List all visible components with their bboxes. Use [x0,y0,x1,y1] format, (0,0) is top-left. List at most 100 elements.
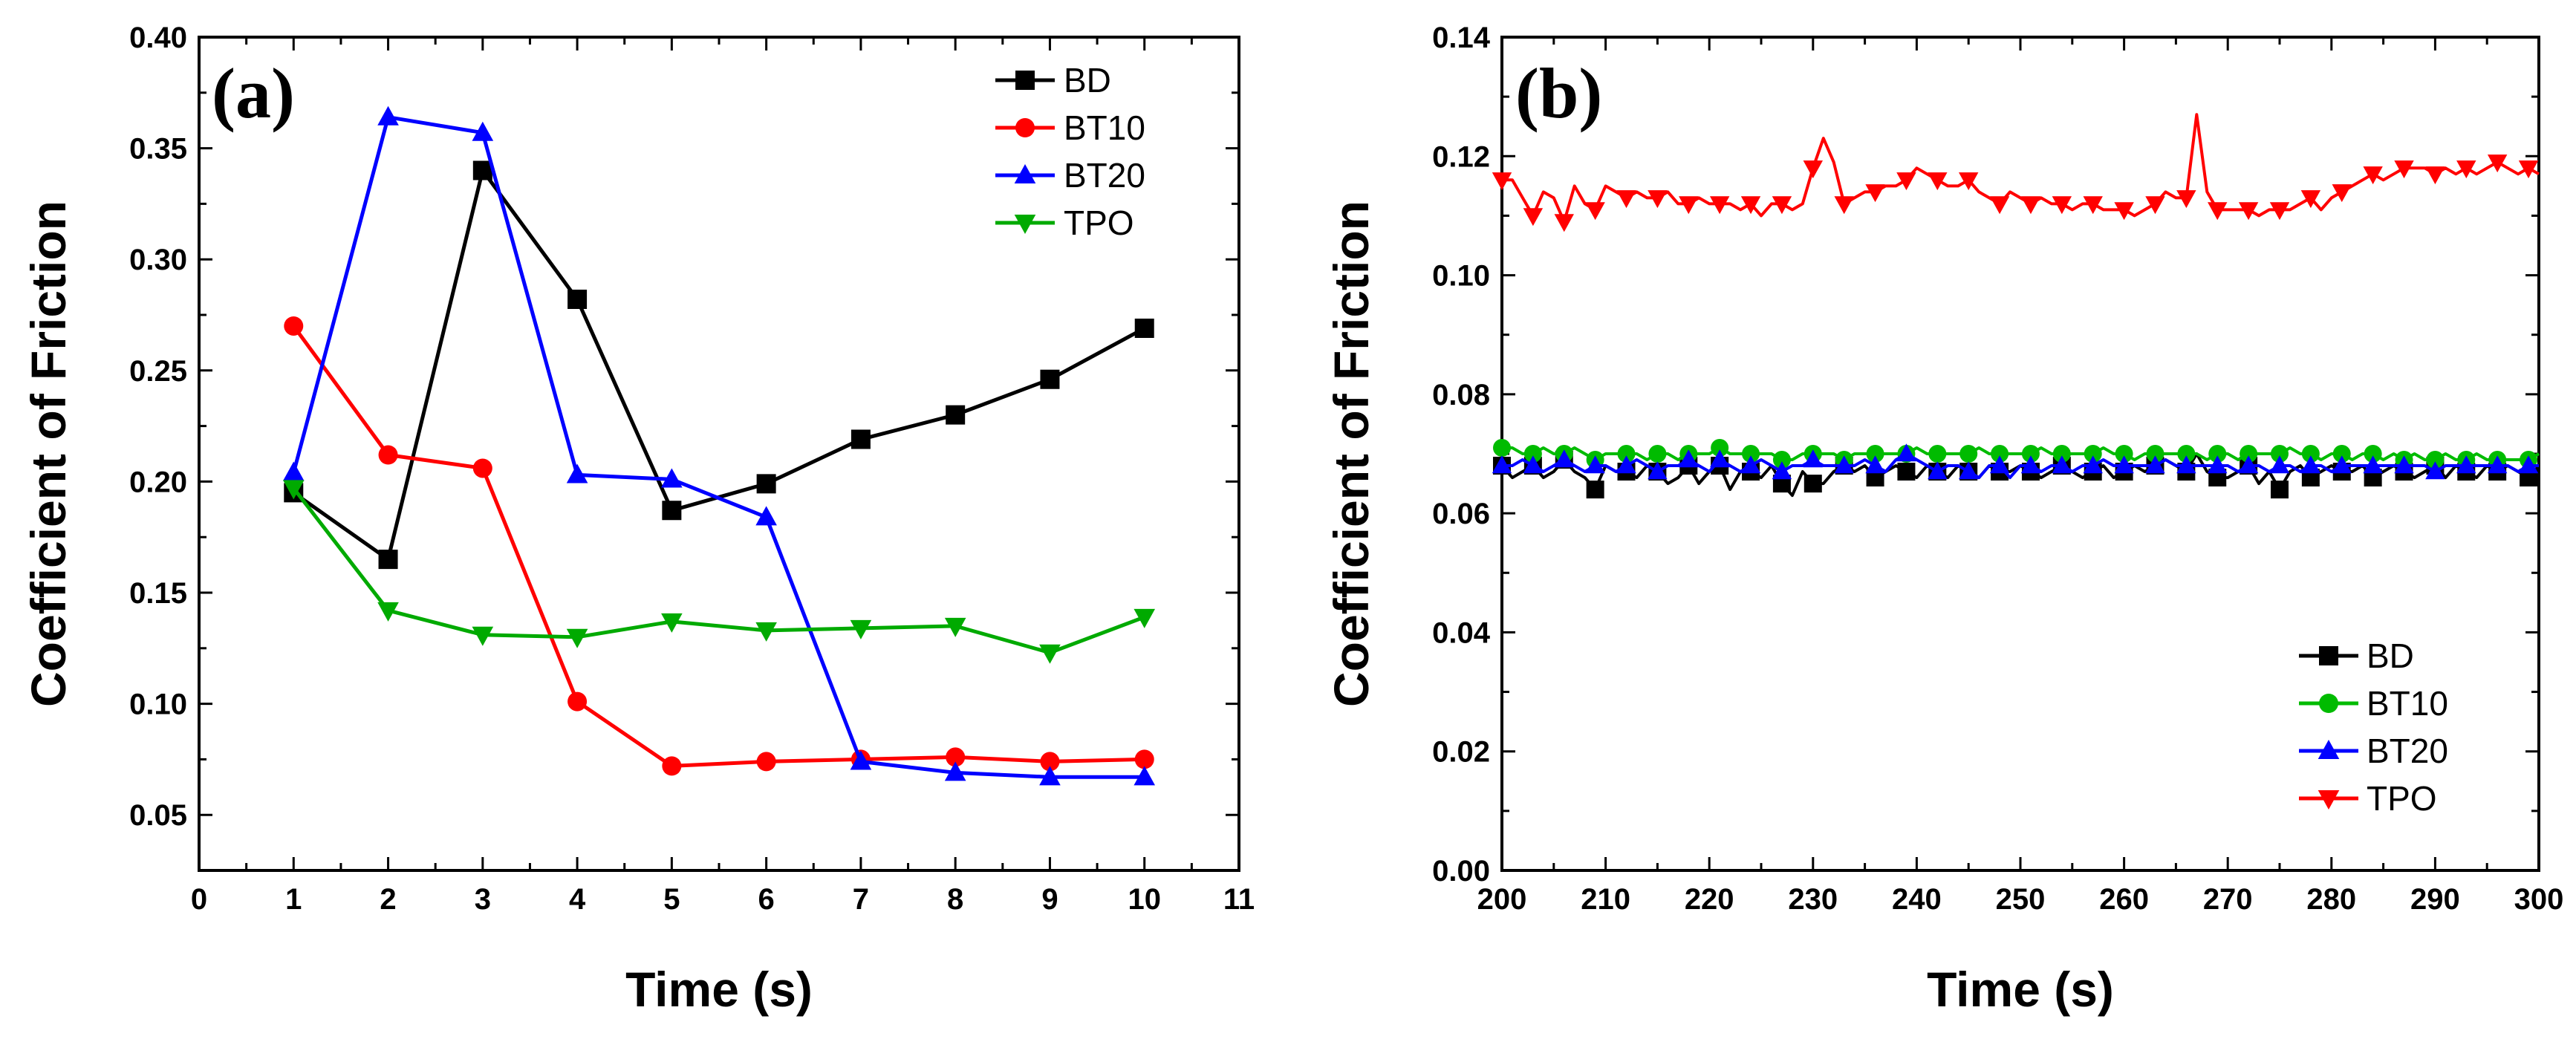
panel-b-data-point-bt10 [1493,438,1511,457]
panel-a-y-tick-label: 0.20 [129,466,187,498]
panel-a-series-line-tpo [292,486,1145,655]
panel-b-data-point-tpo [2176,190,2196,209]
panel-a-data-point-tpo [944,617,966,637]
panel-b-data-point-tpo [1740,196,1761,215]
panel-a-legend-label-bt20: BT20 [1064,156,1145,195]
panel-b-legend-marker-bd [2319,646,2338,665]
panel-b-data-point-tpo [2083,196,2103,215]
panel-b-data-point-bt20 [2363,455,2383,474]
panel-b-x-axis-title: Time (s) [1927,962,2114,1017]
panel-b-data-point-bt10 [2021,445,2040,463]
panel-a-data-point-bt10 [567,691,588,712]
panel-b-data-point-tpo [2114,202,2134,221]
panel-a-data-point-tpo [1039,644,1061,664]
panel-b-data-point-bt10 [2146,445,2164,463]
panel-b-data-point-bt10 [1711,438,1729,457]
panel-b-data-point-bt20 [1492,455,1512,474]
panel-b-data-point-tpo [1709,196,1730,215]
panel-b-data-point-tpo [1616,190,1636,209]
panel-b-data-point-bt20 [1959,461,1979,480]
panel-a-data-point-bt10 [946,747,966,767]
panel-b-data-point-bt20 [2394,455,2414,474]
panel-b-data-point-tpo [1896,172,1916,191]
panel-b-x-tick-label: 290 [2410,883,2460,916]
panel-b-data-point-tpo [1865,184,1885,203]
panel-a-y-tick-label: 0.30 [129,244,187,276]
panel-b-data-point-tpo [2208,202,2228,221]
panel-a-data-point-bt20 [566,463,588,483]
panel-b-data-point-bt10 [1928,445,1947,463]
panel-b-data-point-bt20 [1740,455,1761,474]
panel-b-data-point-bt10 [2332,445,2351,463]
panel-b-data-point-bt10 [2364,445,2382,463]
panel-b-data-point-bt20 [2238,455,2259,474]
panel-b-y-tick-label: 0.02 [1432,736,1490,769]
panel-b-data-point-tpo [1492,172,1512,191]
panel-a-data-point-bd [472,160,492,180]
panel-b-chart: 200 210 220 230 240 250 260 270 280 290 300 0.00 0.0… [1324,22,2563,1017]
panel-a-data-point-bd [378,550,398,570]
panel-b-data-point-bt10 [1866,445,1884,463]
panel-a-x-tick-label: 1 [285,883,302,916]
panel-a-legend-marker-bt20 [1014,164,1036,184]
panel-a-data-point-bt20 [944,761,966,781]
panel-b-data-point-tpo [1772,196,1792,215]
panel-a-x-tick-label: 4 [569,883,586,916]
panel-a-x-tick-label: 0 [191,883,207,916]
panel-b-data-point-tpo [2487,154,2508,173]
panel-a-data-point-bd [756,474,776,494]
panel-a-y-tick-label: 0.15 [129,577,187,610]
panel-a-legend-label-bt10: BT10 [1064,108,1145,147]
panel-b-data-point-bt20 [2114,455,2134,474]
panel-a-legend-label-tpo: TPO [1064,203,1134,242]
panel-a-data-point-tpo [472,626,494,646]
panel-a-data-point-bt10 [662,756,682,776]
panel-b-x-tick-label: 230 [1788,883,1838,916]
panel-b-y-tick-label: 0.08 [1432,379,1490,411]
panel-b-data-point-tpo [2394,160,2414,179]
panel-b-data-point-bt10 [2052,445,2071,463]
panel-b-data-point-bt20 [1896,443,1916,462]
panel-b-data-point-bd [1803,475,1822,493]
panel-b-data-point-bt10 [2084,445,2102,463]
panel-b-legend-label-tpo: TPO [2367,779,2437,818]
panel-b-data-point-bt10 [2240,445,2258,463]
panel-a-chart: 0 1 2 3 4 5 6 7 8 9 10 11 0.05 0.10 0.15 0.20 0.25 0.30 0.… [21,22,1255,1017]
panel-b-y-tick-label: 0.14 [1432,22,1491,54]
panel-b-data-point-tpo [1523,208,1544,227]
panel-a-data-point-bd [1134,318,1154,338]
panel-b-data-point-bt20 [1679,449,1699,468]
panel-b-data-point-bt20 [2083,455,2103,474]
panel-b-data-point-bt20 [1803,449,1823,468]
panel-b-data-point-bd [1586,481,1604,499]
panel-a-y-axis-title: Coefficient of Friction [21,201,76,707]
panel-b-x-tick-label: 250 [1996,883,2046,916]
panel-b-data-point-bt10 [1617,445,1636,463]
panel-a-x-tick-label: 3 [475,883,491,916]
panel-a-x-tick-label: 10 [1128,883,1161,916]
panel-b-data-point-bt10 [1772,451,1791,469]
panel-b-data-point-bt20 [1865,455,1885,474]
panel-a-series-line-bt20 [291,115,1145,779]
panel-b-x-tick-label: 220 [1685,883,1734,916]
panel-b-data-point-bt10 [2271,445,2289,463]
panel-b-data-point-bt20 [2208,455,2228,474]
panel-a-x-tick-label: 5 [663,883,680,916]
panel-a-data-point-tpo [566,628,588,648]
panel-b-data-point-bt20 [1772,461,1792,480]
panel-a-y-tick-label: 0.35 [129,133,187,166]
panel-b-data-point-tpo [1648,190,1668,209]
panel-b-x-tick-label: 240 [1892,883,1942,916]
panel-b-data-point-bt10 [2177,445,2196,463]
panel-b-y-tick-label: 0.12 [1432,140,1490,173]
panel-b-data-point-bt20 [2425,461,2445,480]
panel-b-data-point-bt20 [2145,455,2165,474]
panel-b-data-point-tpo [1554,214,1574,232]
panel-b-data-point-tpo [2269,202,2290,221]
panel-a-data-point-bt10 [284,316,304,336]
panel-b-data-point-bt20 [1928,461,1948,480]
panel-b-data-point-bt20 [1585,455,1605,474]
panel-b-legend-label-bd: BD [2367,636,2414,675]
panel-a-data-point-bt10 [472,458,492,478]
